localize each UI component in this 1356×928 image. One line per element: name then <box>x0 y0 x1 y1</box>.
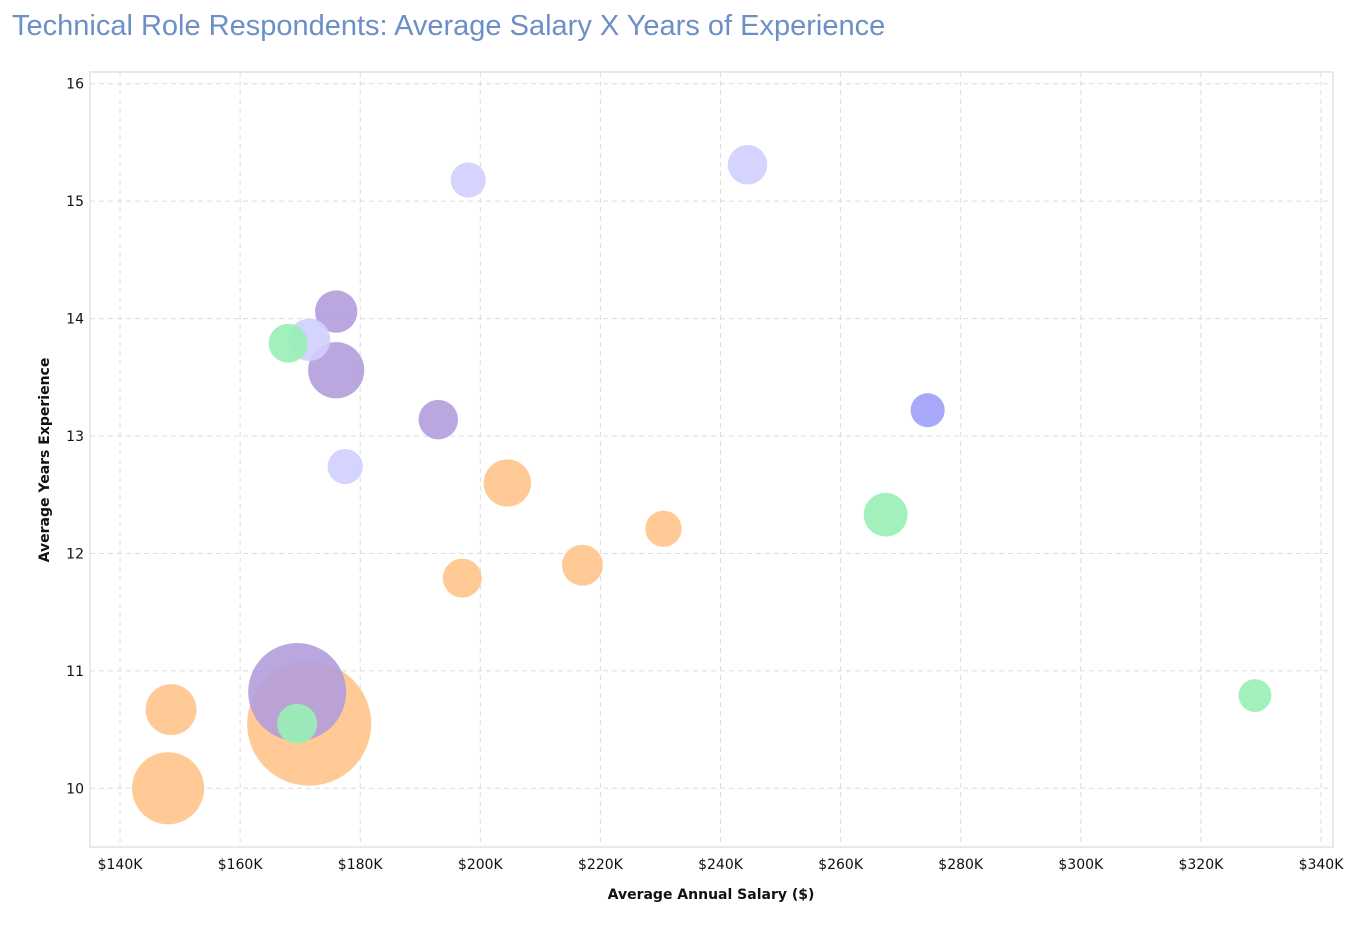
bubbles <box>132 145 1272 825</box>
bubble-point[interactable] <box>910 393 945 428</box>
y-tick-label: 14 <box>66 312 84 328</box>
y-tick-label: 10 <box>66 781 84 797</box>
y-tick-label: 13 <box>66 429 84 445</box>
x-axis-ticks: $140K $160K $180K $200K $220K $240K $260K $280K… <box>98 857 1345 873</box>
bubble-point[interactable] <box>314 290 358 333</box>
bubble-point[interactable] <box>727 145 768 185</box>
bubble-point[interactable] <box>1238 679 1272 712</box>
x-tick-label: $220K <box>578 857 624 873</box>
bubble-point[interactable] <box>248 643 347 741</box>
x-tick-label: $180K <box>338 857 384 873</box>
bubble-point[interactable] <box>561 544 603 586</box>
y-tick-label: 15 <box>66 194 84 210</box>
bubble-point[interactable] <box>863 492 908 537</box>
x-tick-label: $140K <box>98 857 144 873</box>
bubble-point[interactable] <box>277 703 318 744</box>
bubble-point[interactable] <box>645 510 682 547</box>
bubble-point[interactable] <box>450 162 486 198</box>
bubble-point[interactable] <box>327 448 363 485</box>
bubble-point[interactable] <box>442 558 482 598</box>
x-tick-label: $300K <box>1058 857 1104 873</box>
bubble-point[interactable] <box>132 752 205 825</box>
y-tick-label: 12 <box>66 546 84 562</box>
x-tick-label: $340K <box>1299 857 1345 873</box>
x-tick-label: $160K <box>218 857 264 873</box>
bubble-point[interactable] <box>268 323 308 363</box>
grid-lines <box>90 72 1333 847</box>
bubble-point[interactable] <box>483 459 532 507</box>
chart-title: Technical Role Respondents: Average Sala… <box>12 10 886 42</box>
x-tick-label: $280K <box>938 857 984 873</box>
x-tick-label: $260K <box>818 857 864 873</box>
y-tick-label: 16 <box>66 77 84 93</box>
y-axis-ticks: 10 11 12 13 14 15 16 <box>66 77 84 798</box>
x-tick-label: $320K <box>1178 857 1224 873</box>
bubble-point[interactable] <box>418 399 459 440</box>
x-tick-label: $200K <box>458 857 504 873</box>
bubble-point[interactable] <box>145 684 197 736</box>
y-tick-label: 11 <box>66 664 84 680</box>
x-axis-title: Average Annual Salary ($) <box>608 887 815 903</box>
y-axis-title: Average Years Experience <box>37 358 53 563</box>
x-tick-label: $240K <box>698 857 744 873</box>
